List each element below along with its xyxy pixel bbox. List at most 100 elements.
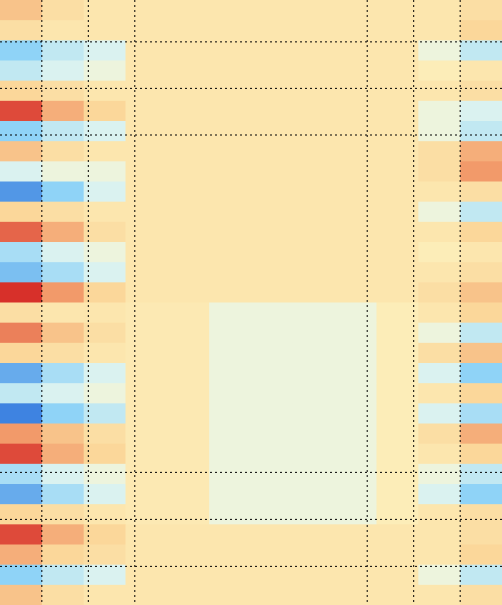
- heatmap-cell: [418, 584, 461, 605]
- heatmap-cell: [334, 342, 377, 364]
- heatmap-cell: [460, 463, 502, 485]
- heatmap-cell: [167, 524, 210, 545]
- heatmap-cell: [41, 201, 85, 223]
- heatmap-cell: [334, 0, 377, 21]
- heatmap-cell: [334, 100, 377, 122]
- heatmap-cell: [209, 383, 252, 404]
- heatmap-cell: [83, 242, 126, 263]
- heatmap-cell: [376, 363, 419, 384]
- heatmap-cell: [125, 504, 168, 525]
- heatmap-cell: [125, 141, 168, 162]
- heatmap-cell: [125, 383, 168, 404]
- heatmap-cell: [460, 564, 502, 586]
- heatmap-cell: [41, 504, 85, 525]
- heatmap-cell: [460, 100, 502, 122]
- heatmap-cell: [0, 524, 43, 545]
- heatmap-cell: [125, 201, 168, 223]
- heatmap-cell: [460, 60, 502, 82]
- heatmap-cell: [376, 282, 419, 303]
- heatmap-cell: [334, 524, 377, 545]
- heatmap-cell: [334, 423, 377, 445]
- heatmap-cell: [83, 484, 126, 505]
- heatmap-cell: [251, 463, 294, 485]
- heatmap-cell: [251, 322, 294, 344]
- heatmap-cell: [41, 443, 85, 465]
- heatmap-cell: [41, 242, 85, 263]
- heatmap-cell: [334, 121, 377, 142]
- heatmap-cell: [334, 262, 377, 283]
- heatmap-cell: [334, 403, 377, 424]
- heatmap-cell: [0, 383, 43, 404]
- heatmap-cell: [460, 544, 502, 566]
- heatmap-cell: [167, 161, 210, 182]
- heatmap-cell: [83, 262, 126, 283]
- heatmap-cell: [292, 383, 336, 404]
- heatmap-cell: [251, 60, 294, 82]
- heatmap-cell: [418, 242, 461, 263]
- heatmap-cell: [83, 423, 126, 445]
- heatmap-cell: [292, 141, 336, 162]
- heatmap-cell: [418, 463, 461, 485]
- heatmap-cell: [376, 463, 419, 485]
- heatmap-cell: [0, 302, 43, 324]
- heatmap-cell: [251, 403, 294, 424]
- heatmap-cell: [460, 40, 502, 61]
- heatmap-cell: [167, 443, 210, 465]
- heatmap-cell: [376, 403, 419, 424]
- heatmap-cell: [209, 363, 252, 384]
- heatmap-cell: [41, 524, 85, 545]
- heatmap-cell: [167, 121, 210, 142]
- heatmap-cell: [209, 524, 252, 545]
- heatmap-cell: [251, 584, 294, 605]
- heatmap-cell: [418, 342, 461, 364]
- heatmap-cell: [292, 161, 336, 182]
- heatmap-cell: [83, 544, 126, 566]
- heatmap-cell: [376, 504, 419, 525]
- heatmap-cell: [41, 383, 85, 404]
- heatmap-cell: [376, 20, 419, 41]
- heatmap-cell: [41, 181, 85, 203]
- heatmap-cell: [167, 60, 210, 82]
- heatmap-cell: [418, 141, 461, 162]
- heatmap-cell: [83, 302, 126, 324]
- heatmap-cell: [41, 403, 85, 424]
- heatmap-cell: [125, 221, 168, 243]
- heatmap-cell: [334, 60, 377, 82]
- heatmap-cell: [251, 100, 294, 122]
- heatmap-cell: [460, 221, 502, 243]
- heatmap-cell: [209, 484, 252, 505]
- heatmap-cell: [292, 221, 336, 243]
- heatmap-cell: [0, 60, 43, 82]
- heatmap-cell: [334, 484, 377, 505]
- heatmap-cell: [0, 544, 43, 566]
- heatmap-cell: [418, 443, 461, 465]
- heatmap-cell: [251, 524, 294, 545]
- heatmap-cell: [460, 262, 502, 283]
- heatmap-cell: [41, 121, 85, 142]
- heatmap-cell: [0, 181, 43, 203]
- heatmap-cell: [251, 504, 294, 525]
- heatmap-cell: [41, 161, 85, 182]
- heatmap-cell: [292, 484, 336, 505]
- heatmap-cell: [167, 40, 210, 61]
- heatmap-cell: [292, 181, 336, 203]
- heatmap-cell: [41, 342, 85, 364]
- heatmap-cell: [251, 484, 294, 505]
- heatmap-cell: [251, 282, 294, 303]
- heatmap-cell: [125, 0, 168, 21]
- heatmap-cell: [0, 121, 43, 142]
- heatmap-cell: [292, 524, 336, 545]
- heatmap-cell: [376, 584, 419, 605]
- heatmap-cell: [41, 20, 85, 41]
- heatmap-cell: [251, 80, 294, 102]
- heatmap-cell: [83, 383, 126, 404]
- heatmap-cell: [418, 302, 461, 324]
- heatmap-cell: [83, 564, 126, 586]
- heatmap-cell: [0, 221, 43, 243]
- heatmap-cell: [418, 40, 461, 61]
- heatmap-cell: [418, 161, 461, 182]
- heatmap-cell: [460, 504, 502, 525]
- heatmap-cell: [460, 443, 502, 465]
